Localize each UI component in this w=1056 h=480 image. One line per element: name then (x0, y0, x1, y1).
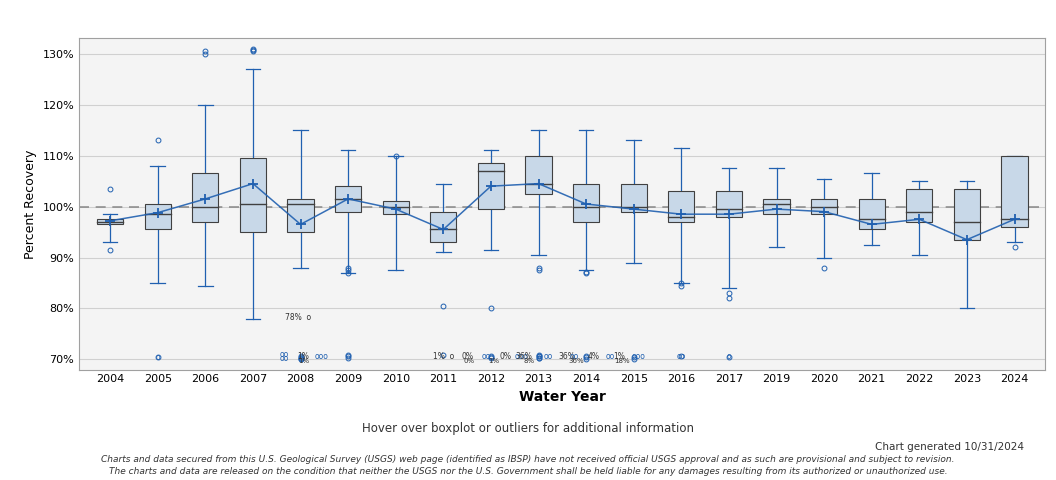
Bar (763, 199, 790, 214)
Bar (1001, 156, 1027, 227)
Bar (477, 163, 504, 209)
Y-axis label: Percent Recovery: Percent Recovery (24, 149, 37, 259)
Bar (906, 189, 932, 222)
Text: 8%: 8% (524, 358, 534, 364)
Text: ooo: ooo (515, 352, 529, 361)
Text: oo: oo (482, 352, 491, 361)
Text: 1%: 1% (297, 352, 308, 361)
Text: 36%: 36% (559, 352, 576, 361)
Text: ooo: ooo (631, 352, 645, 361)
Text: 18%: 18% (614, 358, 629, 364)
Text: oo: oo (605, 352, 615, 361)
Bar (716, 191, 742, 217)
Bar (668, 191, 695, 222)
Text: 1%  o: 1% o (433, 352, 454, 361)
Text: Chart generated 10/31/2024: Chart generated 10/31/2024 (875, 443, 1024, 452)
Text: 1%: 1% (298, 358, 309, 364)
X-axis label: Water Year: Water Year (518, 390, 606, 404)
Bar (240, 158, 266, 232)
Bar (192, 173, 219, 222)
Text: 1%: 1% (488, 358, 498, 364)
Bar (287, 199, 314, 232)
Bar (382, 202, 409, 214)
Text: 0%: 0% (464, 358, 475, 364)
Text: oo: oo (279, 354, 288, 363)
Text: oo: oo (677, 352, 686, 361)
Bar (859, 199, 885, 229)
Bar (621, 184, 647, 212)
Bar (430, 212, 456, 242)
Text: o: o (727, 352, 731, 361)
Text: o: o (155, 353, 161, 362)
Bar (145, 204, 171, 229)
Text: 0%: 0% (499, 352, 511, 361)
Text: oo: oo (569, 352, 579, 361)
Bar (526, 156, 551, 194)
Text: 0%: 0% (461, 352, 473, 361)
Text: Charts and data secured from this U.S. Geological Survey (USGS) web page (identi: Charts and data secured from this U.S. G… (101, 456, 955, 464)
Bar (335, 186, 361, 212)
Bar (954, 189, 980, 240)
Text: oo: oo (279, 350, 288, 359)
Text: 36%: 36% (515, 352, 532, 361)
Text: 1%: 1% (614, 352, 625, 361)
Text: 36%: 36% (569, 358, 584, 364)
Bar (97, 219, 124, 224)
Text: ooo: ooo (315, 352, 328, 361)
Text: 78%  o: 78% o (285, 313, 312, 322)
Bar (573, 184, 599, 222)
Text: Hover over boxplot or outliers for additional information: Hover over boxplot or outliers for addit… (362, 421, 694, 435)
Text: The charts and data are released on the condition that neither the USGS nor the : The charts and data are released on the … (109, 467, 947, 476)
Bar (811, 199, 837, 214)
Text: 4%: 4% (587, 352, 599, 361)
Text: oo: oo (544, 352, 552, 361)
